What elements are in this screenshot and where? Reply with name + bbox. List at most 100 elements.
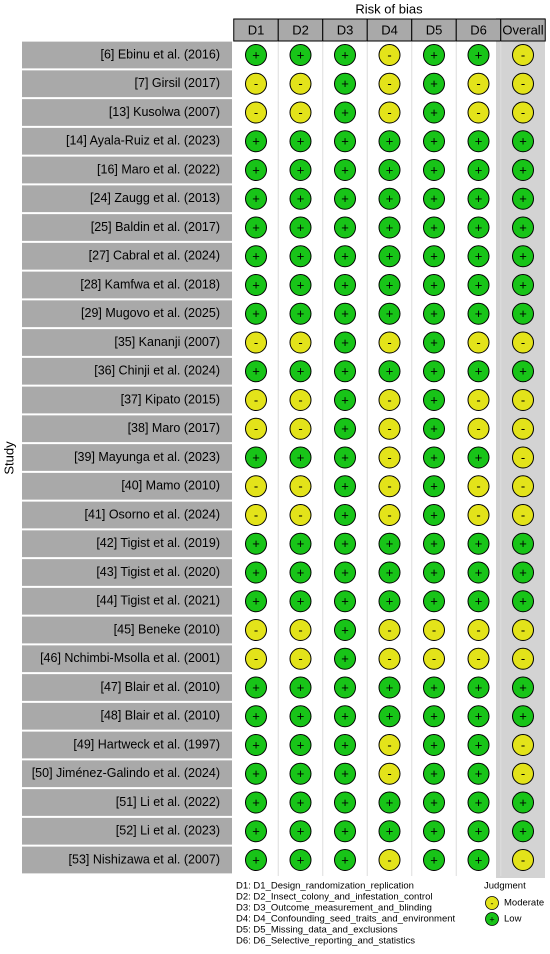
judgment-symbol: + [475,795,483,810]
column-label: D3 [337,22,354,37]
judgment-circle [245,475,267,498]
judgment-symbol: + [297,450,305,465]
study-cell [22,329,232,356]
judgment-circle [245,762,267,785]
study-label: [39] Mayunga et al. (2023) [74,450,220,464]
judgment-circle [512,820,534,843]
judgment-symbol: + [519,594,527,609]
study-label: [36] Chinji et al. (2024) [94,364,220,378]
judgment-symbol: - [476,392,480,407]
judgment-symbol: + [430,824,438,839]
judgment-symbol: + [252,536,260,551]
judgment-circle [467,475,490,498]
judgment-symbol: - [476,76,480,91]
judgment-circle [467,849,490,871]
judgment-circle [467,360,490,383]
judgment-symbol: + [252,249,260,264]
judgment-circle [512,389,534,411]
judgment-symbol: + [341,277,349,292]
judgment-circle [245,274,267,296]
judgment-circle [467,561,490,584]
judgment-circle [334,705,356,728]
judgment-symbol: + [297,824,305,839]
study-cell [22,559,232,586]
judgment-symbol: - [387,622,391,637]
judgment-circle [378,130,401,153]
judgment-circle [512,590,534,613]
judgment-symbol: - [476,105,480,120]
judgment-symbol: + [430,421,438,436]
study-cell [22,760,232,788]
judgment-symbol: + [297,536,305,551]
judgment-symbol: + [475,852,483,867]
judgment-symbol: + [341,594,349,609]
judgment-symbol: + [430,220,438,235]
judgment-circle [423,619,445,641]
judgment-symbol: - [521,450,525,465]
judgment-symbol: + [519,249,527,264]
judgment-symbol: + [430,306,438,321]
judgment-symbol: - [298,76,302,91]
judgment-circle [512,216,534,239]
judgment-circle [378,446,401,469]
judgment-symbol: + [430,507,438,522]
judgment-circle [423,331,445,354]
judgment-circle [512,187,534,210]
study-cell [22,846,232,874]
judgment-circle [334,475,356,498]
judgment-symbol: - [521,622,525,637]
study-cell [22,616,232,644]
study-label: [46] Nchimbi-Msolla et al. (2001) [40,651,220,665]
judgment-symbol: + [430,766,438,781]
judgment-symbol: + [341,622,349,637]
judgment-symbol: + [341,220,349,235]
judgment-circle [378,849,401,871]
judgment-symbol: - [521,105,525,120]
judgment-circle [512,159,534,181]
judgment-symbol: - [387,335,391,350]
judgment-symbol: - [387,507,391,522]
judgment-symbol: + [430,450,438,465]
judgment-circle [245,130,267,153]
judgment-circle [289,245,312,268]
judgment-circle [245,849,267,871]
judgment-symbol: + [297,277,305,292]
judgment-circle [467,676,490,699]
study-cell [22,415,232,443]
judgment-circle [378,72,401,95]
judgment-symbol: - [387,479,391,494]
judgment-circle [334,159,356,181]
judgment-circle [467,647,490,670]
judgment-symbol: + [475,709,483,724]
judgment-symbol: + [386,824,394,839]
judgment-circle [467,820,490,843]
judgment-symbol: + [252,220,260,235]
judgment-symbol: + [386,306,394,321]
judgment-circle [334,561,356,584]
judgment-symbol: + [430,162,438,177]
judgment-symbol: + [297,795,305,810]
study-label: [14] Ayala-Ruiz et al. (2023) [66,134,220,148]
judgment-circle [423,532,445,555]
judgment-symbol: + [341,536,349,551]
judgment-symbol: + [297,852,305,867]
judgment-circle [245,44,267,66]
judgment-symbol: + [297,249,305,264]
domain-note: D4: D4_Confounding_seed_traits_and_envir… [236,914,456,925]
judgment-circle [512,360,534,383]
study-label: [40] Mamo (2010) [121,479,220,493]
study-label: [29] Mugovo et al. (2025) [81,306,220,320]
judgment-circle [245,302,267,325]
judgment-circle [467,331,490,354]
judgment-symbol: - [387,47,391,62]
judgment-circle [334,302,356,325]
judgment-symbol: - [254,392,258,407]
judgment-symbol: - [521,737,525,752]
judgment-symbol: + [252,134,260,149]
judgment-symbol: + [386,795,394,810]
judgment-symbol: + [297,766,305,781]
judgment-circle [378,619,401,641]
judgment-symbol: + [430,277,438,292]
judgment-circle [289,532,312,555]
judgment-symbol: - [387,852,391,867]
